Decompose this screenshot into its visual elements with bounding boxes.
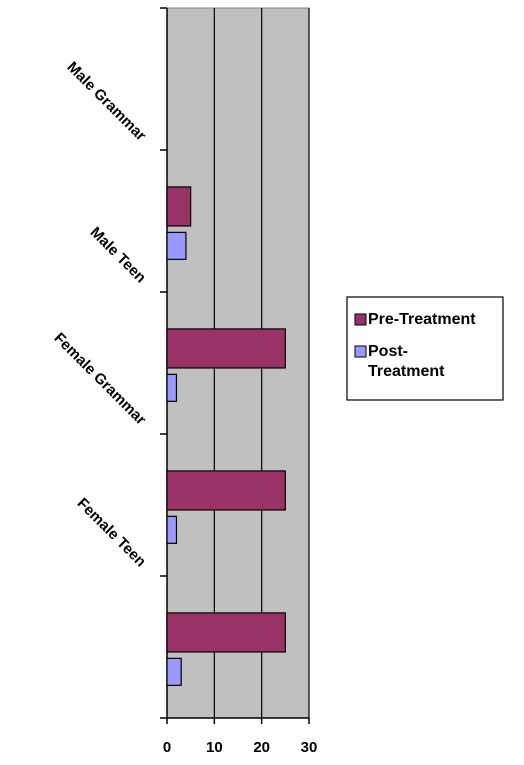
bar-pre-treatment-male-teen [166, 328, 286, 369]
bar-post-treatment-female-grammar [166, 515, 178, 544]
legend-label: Post- [368, 343, 408, 360]
bar-post-treatment-female-teen [166, 657, 182, 686]
category-label: Female Teen [74, 495, 149, 570]
legend-swatch-post-treatment [354, 345, 367, 358]
category-label: Male Grammar [63, 59, 149, 145]
x-tick-label: 20 [253, 739, 270, 756]
x-tick-label: 10 [206, 739, 223, 756]
category-label: Male Teen [87, 224, 150, 287]
bar-pre-treatment-female-grammar [166, 470, 286, 511]
legend [346, 296, 504, 401]
legend-swatch-pre-treatment [354, 313, 367, 326]
x-tick-label: 30 [301, 739, 318, 756]
bar-post-treatment-male-grammar [166, 231, 187, 260]
category-label: Female Grammar [50, 330, 149, 429]
bar-pre-treatment-female-teen [166, 612, 286, 653]
legend-label: Treatment [368, 363, 445, 380]
x-tick-label: 0 [163, 739, 171, 756]
bar-pre-treatment-male-grammar [166, 186, 192, 227]
legend-label: Pre-Treatment [368, 311, 476, 328]
bar-post-treatment-male-teen [166, 373, 178, 402]
